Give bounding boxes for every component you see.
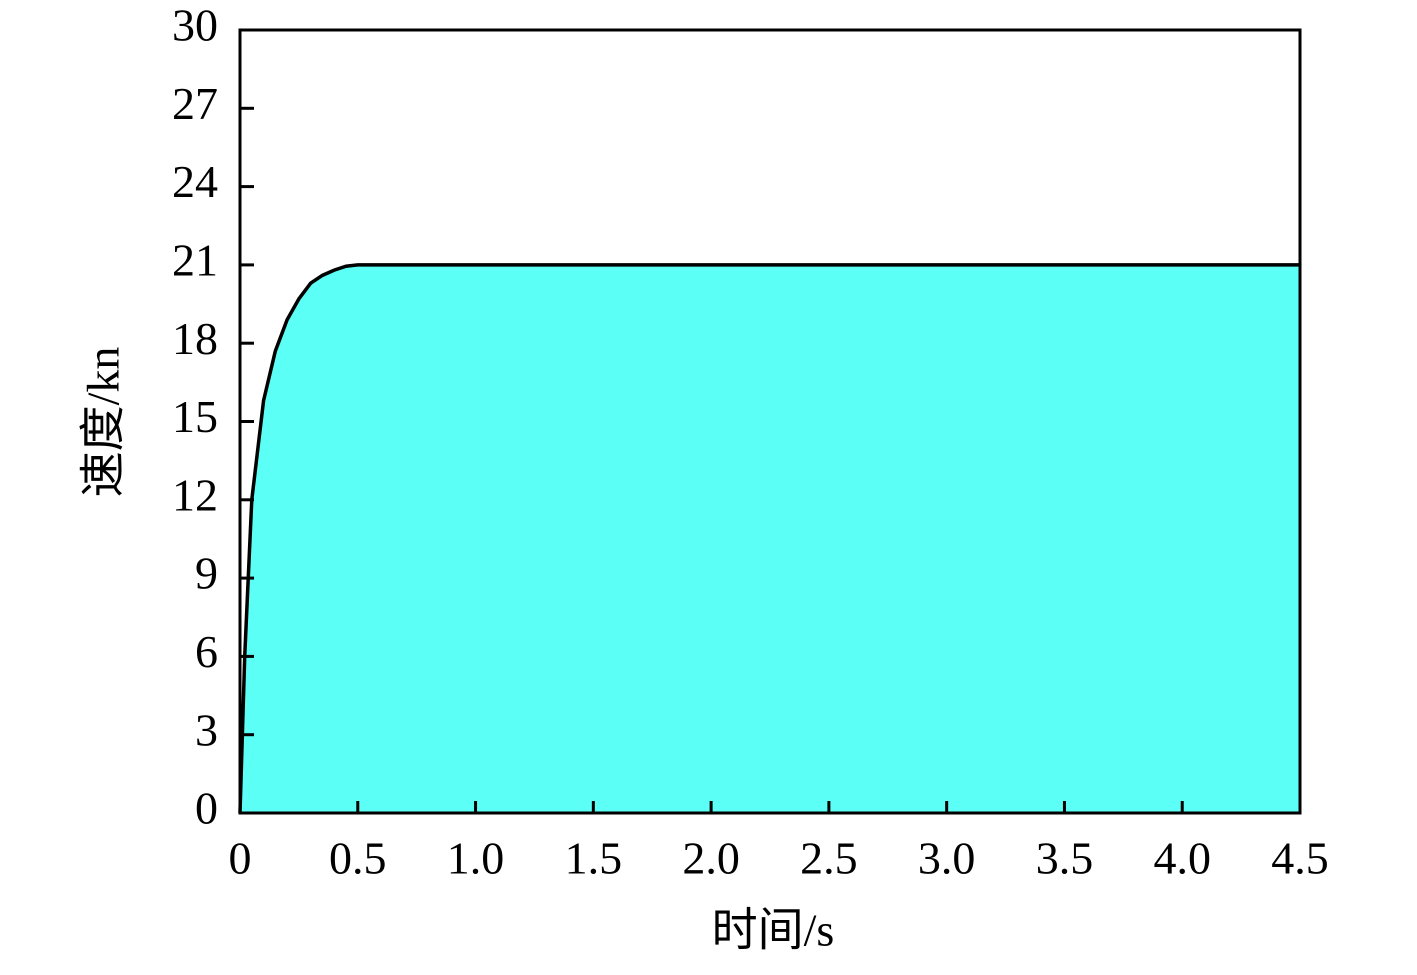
y-tick-label: 21 (172, 234, 218, 285)
y-tick-label: 24 (172, 156, 218, 207)
y-tick-label: 18 (172, 313, 218, 364)
x-tick-label: 2.0 (682, 833, 740, 884)
y-tick-label: 0 (195, 783, 218, 834)
x-tick-label: 0 (229, 833, 252, 884)
x-tick-label: 4.5 (1271, 833, 1329, 884)
y-axis-label: 速度/kn (78, 347, 129, 498)
area (240, 264, 1300, 813)
x-tick-label: 1.5 (565, 833, 623, 884)
y-tick-label: 30 (172, 0, 218, 51)
x-axis-label: 时间/s (712, 905, 835, 956)
y-tick-label: 3 (195, 704, 218, 755)
y-tick-label: 27 (172, 78, 218, 129)
y-tick-label: 12 (172, 469, 218, 520)
x-tick-label: 0.5 (329, 833, 387, 884)
y-tick-label: 9 (195, 548, 218, 599)
x-tick-label: 3.0 (918, 833, 976, 884)
x-tick-label: 2.5 (800, 833, 858, 884)
y-tick-label: 15 (172, 391, 218, 442)
x-tick-label: 4.0 (1153, 833, 1211, 884)
line (238, 263, 1300, 814)
x-tick-label: 3.5 (1036, 833, 1094, 884)
x-tick-label: 1.0 (447, 833, 505, 884)
y-tick-label: 6 (195, 626, 218, 677)
